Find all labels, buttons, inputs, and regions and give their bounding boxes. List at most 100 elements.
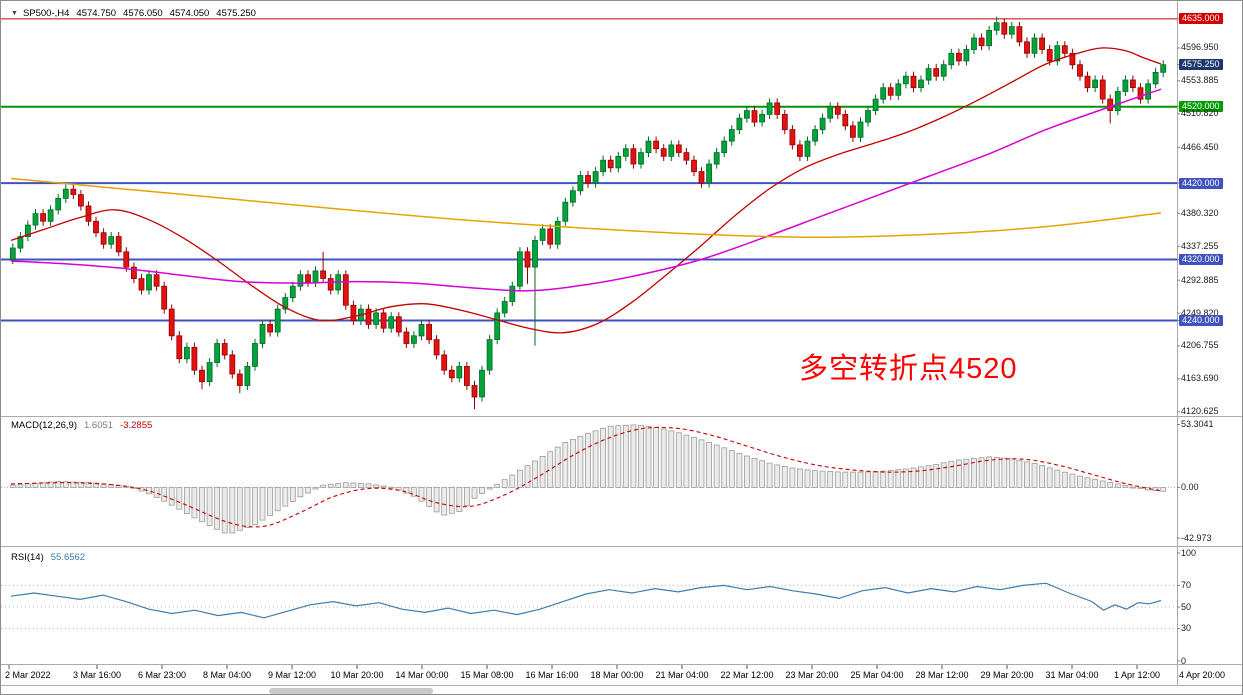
price-axis-badge: 4520.000 <box>1179 101 1223 112</box>
macd-signal-line <box>10 426 1162 528</box>
macd-histogram-bar <box>660 428 667 488</box>
macd-histogram-bar <box>766 462 773 488</box>
macd-histogram-bar <box>479 486 485 494</box>
macd-histogram-bar <box>289 486 296 502</box>
macd-histogram-bar <box>675 432 682 488</box>
ma-fast-line <box>10 47 1162 334</box>
macd-histogram-bar <box>62 481 69 488</box>
time-axis-label: 10 Mar 20:00 <box>330 670 384 680</box>
macd-histogram-bar <box>1039 465 1045 488</box>
time-axis-label: 1 Apr 12:00 <box>1113 670 1161 680</box>
macd-histogram-bar <box>1069 473 1076 488</box>
macd-histogram-bar <box>554 446 561 488</box>
macd-histogram-bar <box>418 486 425 502</box>
macd-histogram-bar <box>153 486 160 498</box>
macd-axis-label: 0.00 <box>1181 482 1199 492</box>
time-axis[interactable]: 2 Mar 2022 3 Mar 16:00 6 Mar 23:00 8 Mar 04… <box>1 664 1242 685</box>
macd-histogram-bar <box>1084 477 1091 488</box>
macd-histogram-bar <box>305 486 311 494</box>
macd-histogram-bar <box>978 457 985 488</box>
price-axis-badge: 4635.000 <box>1179 13 1223 24</box>
macd-histogram-bar <box>834 471 841 488</box>
macd-histogram-bar <box>1114 483 1121 488</box>
macd-histogram-bar <box>350 482 357 488</box>
symbol-timeframe-label: SP500-,H4 <box>22 8 70 19</box>
scrollbar-track[interactable] <box>1 686 1242 694</box>
macd-histogram-bar <box>736 452 743 488</box>
rsi-header: RSI(14) 55.6562 <box>11 552 85 563</box>
macd-histogram-bar <box>812 470 818 488</box>
macd-histogram-bar <box>1130 486 1136 489</box>
macd-histogram-bar <box>532 460 538 488</box>
scrollbar-handle[interactable] <box>269 688 433 694</box>
macd-histogram-bar <box>653 426 659 488</box>
macd-histogram-bar <box>176 486 183 510</box>
macd-histogram-bar <box>9 484 16 488</box>
macd-histogram-bar <box>70 481 77 488</box>
price-axis-badge: 4240.000 <box>1179 315 1223 326</box>
macd-histogram-bar <box>1024 461 1030 488</box>
macd-histogram-bar <box>842 471 849 488</box>
macd-histogram-bar <box>865 471 871 488</box>
macd-histogram-bar <box>1077 475 1083 488</box>
macd-histogram-bar <box>547 451 554 488</box>
time-axis-label: 31 Mar 04:00 <box>1045 670 1099 680</box>
macd-histogram-bar <box>320 484 327 488</box>
macd-histogram-bar <box>1137 486 1144 489</box>
rsi-line <box>10 582 1162 619</box>
macd-histogram-bar <box>274 486 281 512</box>
macd-axis-label: -42.973 <box>1181 533 1212 543</box>
macd-histogram-bar <box>327 483 334 488</box>
macd-histogram-bar <box>706 441 712 488</box>
rsi-axis-label: 50 <box>1181 602 1192 612</box>
rsi-axis-label: 0 <box>1181 656 1187 666</box>
macd-histogram-bar <box>880 470 887 488</box>
rsi-value: 55.6562 <box>50 552 86 563</box>
macd-histogram-bar <box>698 439 705 488</box>
macd-histogram-bar <box>357 482 364 488</box>
macd-histogram-bar <box>683 434 690 488</box>
bar-open-value: 4574.750 <box>76 8 117 19</box>
ma-lines <box>10 47 1162 334</box>
ma-mid-line <box>10 88 1162 292</box>
macd-histogram-bar <box>986 456 992 488</box>
macd-histogram-bar <box>486 486 493 490</box>
macd-histogram-bar <box>759 460 765 488</box>
macd-histogram-bar <box>1054 469 1061 488</box>
rsi-layer <box>1 582 1177 630</box>
macd-histogram-bar <box>638 425 644 488</box>
macd-histogram-bar <box>380 485 387 488</box>
macd-histogram-bar <box>592 430 599 488</box>
macd-histogram-bar <box>774 464 781 488</box>
price-axis-label: 4553.885 <box>1181 75 1219 85</box>
macd-histogram-bar <box>494 483 501 488</box>
macd-histogram-bar <box>312 486 319 490</box>
macd-histogram-bar <box>744 455 750 488</box>
macd-histogram-bar <box>517 469 523 488</box>
price-axis[interactable]: 4635.000 4596.950 4575.250 4553.885 4520.000… <box>1178 1 1242 685</box>
macd-histogram-bar <box>32 482 39 488</box>
macd-histogram-bar <box>1031 462 1038 488</box>
macd-histogram-bar <box>713 444 720 488</box>
symbol-dropdown-icon[interactable]: ▼ <box>11 10 18 17</box>
macd-histogram-bar <box>948 460 955 488</box>
macd-histogram-bar <box>691 436 697 488</box>
macd-histogram-bar <box>721 447 728 488</box>
macd-histogram-bar <box>236 486 243 531</box>
macd-histogram-bar <box>252 486 258 526</box>
price-axis-label: 4163.690 <box>1181 373 1219 383</box>
macd-histogram-bar <box>93 482 99 488</box>
macd-histogram-bar <box>1122 485 1129 488</box>
macd-histogram-bar <box>297 486 304 498</box>
macd-histogram-bar <box>615 425 622 488</box>
macd-histogram-bar <box>728 450 735 488</box>
macd-histogram-bar <box>78 481 84 488</box>
macd-histogram-bar <box>85 482 92 488</box>
macd-histogram-bar <box>1008 458 1015 488</box>
macd-histogram-bar <box>797 468 803 488</box>
macd-histogram-bar <box>1099 480 1106 488</box>
price-axis-label: 4510.820 <box>1181 108 1219 118</box>
time-axis-label: 14 Mar 00:00 <box>395 670 449 680</box>
